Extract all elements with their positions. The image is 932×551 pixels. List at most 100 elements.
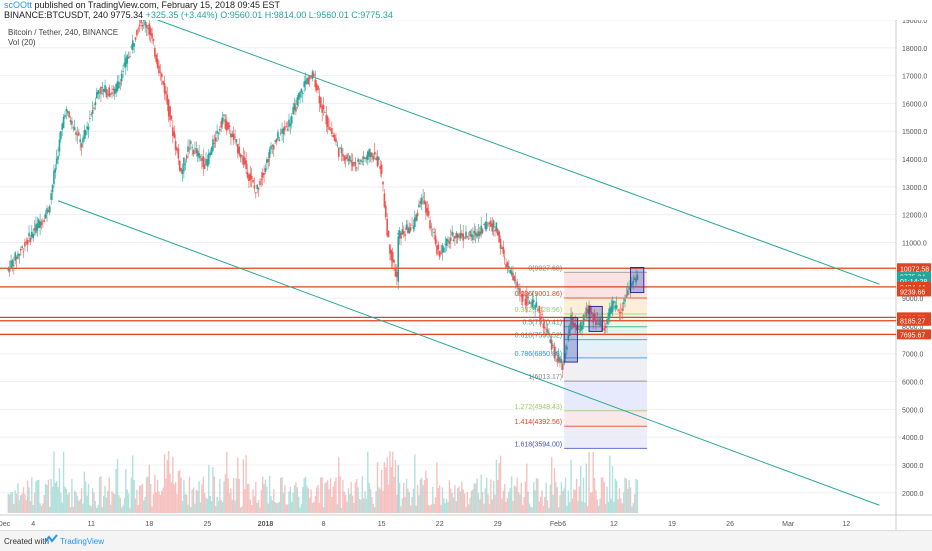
volume-bar (541, 490, 543, 513)
volume-bar (501, 498, 503, 513)
candle-body (517, 288, 520, 290)
candle-body (155, 54, 158, 62)
candle-body (459, 232, 462, 239)
volume-bar (239, 507, 242, 513)
candle-body (177, 148, 180, 159)
candle-body (112, 88, 115, 90)
candle-body (624, 299, 626, 302)
volume-bar (426, 478, 428, 513)
volume-bar (533, 482, 535, 513)
candle-body (365, 156, 368, 160)
legend-title: Bitcoin / Tether, 240, BINANCE (8, 28, 119, 37)
volume-bar (528, 503, 531, 513)
candle-body (532, 300, 535, 303)
volume-bar (310, 489, 312, 513)
candle-body (595, 320, 597, 326)
tradingview-link[interactable]: TradingView (60, 537, 105, 546)
volume-bar (79, 499, 81, 513)
volume-bar (591, 491, 593, 513)
volume-bar (53, 451, 55, 513)
volume-bar (397, 465, 399, 513)
volume-bar (281, 476, 283, 513)
candle-body (531, 299, 534, 308)
candle-body (101, 87, 104, 88)
candle-body (131, 40, 134, 50)
volume-bar (187, 504, 189, 513)
candle-body (10, 260, 12, 269)
candle-body (528, 302, 531, 304)
candle-body (373, 151, 376, 155)
volume-bar (633, 494, 636, 513)
volume-bar (82, 503, 84, 513)
candle-body (192, 150, 195, 155)
volume-bar (31, 477, 33, 513)
candle-body (170, 115, 173, 120)
volume-bar (130, 477, 133, 513)
volume-bar (364, 491, 366, 513)
volume-bar (336, 504, 339, 513)
author-link[interactable]: scOOtt (4, 0, 33, 10)
candle-body (308, 76, 311, 80)
chart-area[interactable]: 2000.0 3000.0 4000.0 5000.0 6000.0 7000.0 8000… (0, 20, 932, 530)
volume-bar (568, 502, 571, 513)
volume-bar (492, 480, 495, 513)
candle-body (317, 85, 319, 91)
candle-body (469, 230, 471, 237)
volume-bar (108, 477, 110, 513)
volume-bar (208, 464, 210, 513)
published-text: published on TradingView.com, February 1… (34, 0, 281, 10)
volume-bar (357, 487, 359, 513)
candle-body (340, 147, 343, 154)
candle-body (568, 329, 571, 336)
candle-body (293, 103, 296, 111)
candle-body (237, 143, 239, 154)
candle-body (299, 92, 301, 98)
volume-bar (423, 480, 426, 513)
candle-body (415, 214, 417, 221)
candle-body (402, 231, 405, 235)
candle-body (414, 217, 416, 227)
candle-body (29, 237, 32, 243)
volume-bar (115, 468, 117, 513)
candle-body (549, 339, 552, 343)
candle-body (541, 314, 543, 315)
volume-bar (143, 500, 145, 513)
volume-bar (486, 477, 488, 513)
candle-body (631, 282, 633, 288)
price-label-bg (897, 263, 931, 274)
price-chart[interactable]: 2000.0 3000.0 4000.0 5000.0 6000.0 7000.0 8000… (0, 20, 932, 530)
candle-body (61, 123, 64, 130)
x-tick-label: 11 (88, 521, 95, 528)
volume-bar (89, 505, 91, 513)
volume-bar (250, 504, 253, 513)
candle-body (397, 233, 400, 235)
volume-bar (57, 487, 59, 513)
volume-bars (7, 451, 639, 513)
candle-body (80, 143, 83, 148)
volume-bar (390, 466, 392, 513)
candle-body (115, 84, 117, 93)
volume-bar (38, 479, 40, 513)
candle-body (535, 302, 538, 308)
candle-body (224, 119, 227, 129)
price-label-bg (897, 275, 931, 286)
candle-body (130, 46, 133, 48)
y-tick-label: 14000.0 (902, 157, 927, 164)
candle-body (510, 271, 513, 275)
volume-bar (61, 502, 63, 513)
candle-body (232, 133, 235, 140)
candle-body (512, 272, 514, 281)
volume-bar (339, 476, 341, 513)
gridlines (0, 20, 896, 494)
volume-bar (197, 490, 199, 513)
candle-body (604, 326, 607, 329)
candle-body (506, 262, 509, 267)
volume-bar (461, 481, 463, 513)
volume-bar (58, 468, 61, 513)
volume-bar (205, 497, 207, 513)
volume-bar (332, 486, 334, 513)
candle-body (433, 232, 435, 233)
candle-body (36, 223, 39, 231)
candle-body (346, 154, 348, 159)
y-tick-label: 8000.0 (902, 324, 924, 331)
